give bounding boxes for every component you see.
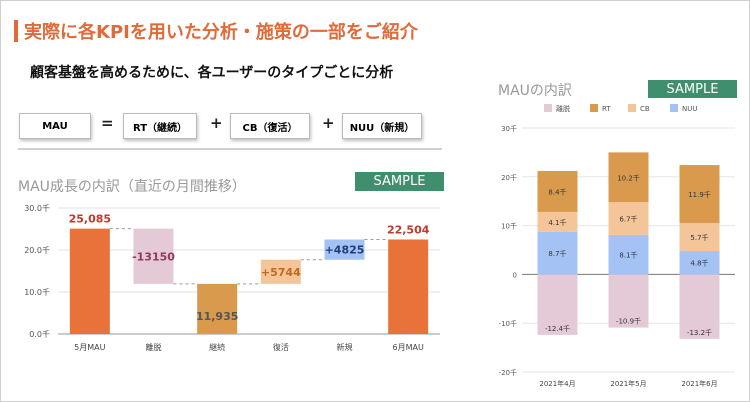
right-sample-badge: SAMPLE bbox=[648, 80, 737, 98]
segment-label: 8.7千 bbox=[548, 249, 566, 258]
stacked-bar-segment bbox=[537, 274, 578, 335]
title-accent-bar bbox=[14, 20, 18, 42]
x-tick-label: 復活 bbox=[273, 342, 289, 352]
legend-swatch bbox=[628, 104, 636, 112]
y-tick-label: 10千 bbox=[501, 222, 517, 231]
waterfall-bar bbox=[388, 239, 429, 334]
formula-equals: = bbox=[101, 114, 114, 132]
y-tick-label: 20.0千 bbox=[24, 245, 50, 255]
stacked-bar-segment bbox=[679, 250, 720, 275]
y-tick-label: 0 bbox=[513, 271, 517, 279]
legend-swatch bbox=[590, 104, 598, 112]
data-label: 22,504 bbox=[387, 223, 430, 236]
x-tick-label: 継続 bbox=[209, 342, 225, 352]
left-sample-badge: SAMPLE bbox=[355, 172, 444, 191]
legend-label: 離脱 bbox=[556, 104, 570, 113]
left-chart-title: MAU成長の内訳（直近の月間推移） bbox=[18, 179, 246, 195]
x-tick-label: 新規 bbox=[337, 342, 353, 352]
stacked-bar-segment bbox=[679, 165, 720, 224]
formula-plus-2: + bbox=[322, 114, 335, 132]
stacked-bar-segment bbox=[537, 231, 578, 275]
stacked-bar-segment bbox=[679, 223, 720, 251]
stacked-bar-segment bbox=[679, 274, 720, 339]
x-tick-label: 5月MAU bbox=[74, 343, 105, 352]
right-chart-title: MAUの内訳 bbox=[498, 83, 572, 99]
y-tick-label: 10.0千 bbox=[24, 287, 50, 297]
segment-label: 4.8千 bbox=[690, 259, 708, 268]
formula-plus-1: + bbox=[210, 114, 223, 132]
waterfall-bar bbox=[69, 228, 110, 334]
section-divider bbox=[18, 148, 442, 150]
stacked-bar-segment bbox=[537, 211, 578, 232]
legend-label: NUU bbox=[682, 105, 697, 113]
page-title: 実際に各KPIを用いた分析・施策の一部をご紹介 bbox=[24, 22, 418, 43]
stacked-bar-chart: -20千 -10千 0 10千 20千 30千 離脱 RT CB NUU -12.4千 8.7千 4.1… bbox=[499, 104, 735, 388]
segment-label: 8.1千 bbox=[619, 251, 637, 260]
data-label: +4825 bbox=[325, 244, 365, 257]
stacked-bar-segment bbox=[537, 170, 578, 212]
y-tick-label: 0.0千 bbox=[29, 329, 50, 339]
segment-label: 10.2千 bbox=[617, 173, 640, 182]
y-tick-label: 30.0千 bbox=[24, 203, 50, 213]
formula-cb-box: CB（復活） bbox=[230, 113, 310, 139]
stacked-bar-segment bbox=[608, 234, 649, 275]
x-tick-label: 2021年6月 bbox=[681, 379, 717, 388]
x-tick-label: 離脱 bbox=[146, 342, 162, 352]
segment-label: 6.7千 bbox=[619, 215, 637, 224]
segment-label: -13.2千 bbox=[687, 328, 712, 337]
formula-rt-box: RT（継続） bbox=[123, 113, 197, 139]
x-tick-label: 2021年5月 bbox=[610, 379, 646, 388]
data-label: +5744 bbox=[261, 266, 301, 279]
segment-label: -10.9千 bbox=[616, 317, 641, 326]
stacked-bar-segment bbox=[608, 274, 649, 328]
segment-label: 8.4千 bbox=[548, 187, 566, 196]
legend-swatch bbox=[670, 104, 678, 112]
y-tick-label: 20千 bbox=[501, 173, 517, 182]
y-tick-label: 30千 bbox=[501, 124, 517, 133]
waterfall-bar bbox=[133, 228, 174, 284]
formula-nuu-box: NUU（新規） bbox=[342, 113, 422, 139]
waterfall-bar bbox=[324, 239, 365, 260]
waterfall-bar bbox=[260, 259, 301, 284]
segment-label: 4.1千 bbox=[548, 218, 566, 227]
data-label: -13150 bbox=[132, 250, 175, 263]
y-tick-label: -20千 bbox=[499, 368, 517, 377]
formula-mau-box: MAU bbox=[19, 113, 91, 139]
segment-label: 11.9千 bbox=[688, 190, 711, 199]
stacked-bar-segment bbox=[608, 202, 649, 235]
data-label: 25,085 bbox=[69, 213, 111, 226]
stacked-bar-segment bbox=[608, 152, 649, 203]
legend-swatch bbox=[544, 104, 552, 112]
page-subtitle: 顧客基盤を高めるために、各ユーザーのタイプごとに分析 bbox=[30, 65, 394, 81]
waterfall-bar bbox=[197, 283, 238, 334]
data-label: 11,935 bbox=[196, 310, 238, 323]
legend-label: RT bbox=[602, 105, 611, 113]
x-tick-label: 2021年4月 bbox=[539, 379, 575, 388]
waterfall-chart: 0.0千 10.0千 20.0千 30.0千 5月MAU 離脱 継続 復活 新規 6月MAU 25,… bbox=[24, 203, 440, 352]
x-tick-label: 6月MAU bbox=[393, 343, 424, 352]
segment-label: 5.7千 bbox=[690, 233, 708, 242]
legend-label: CB bbox=[640, 105, 650, 113]
segment-label: -12.4千 bbox=[545, 324, 570, 333]
y-tick-label: -10千 bbox=[499, 319, 517, 328]
